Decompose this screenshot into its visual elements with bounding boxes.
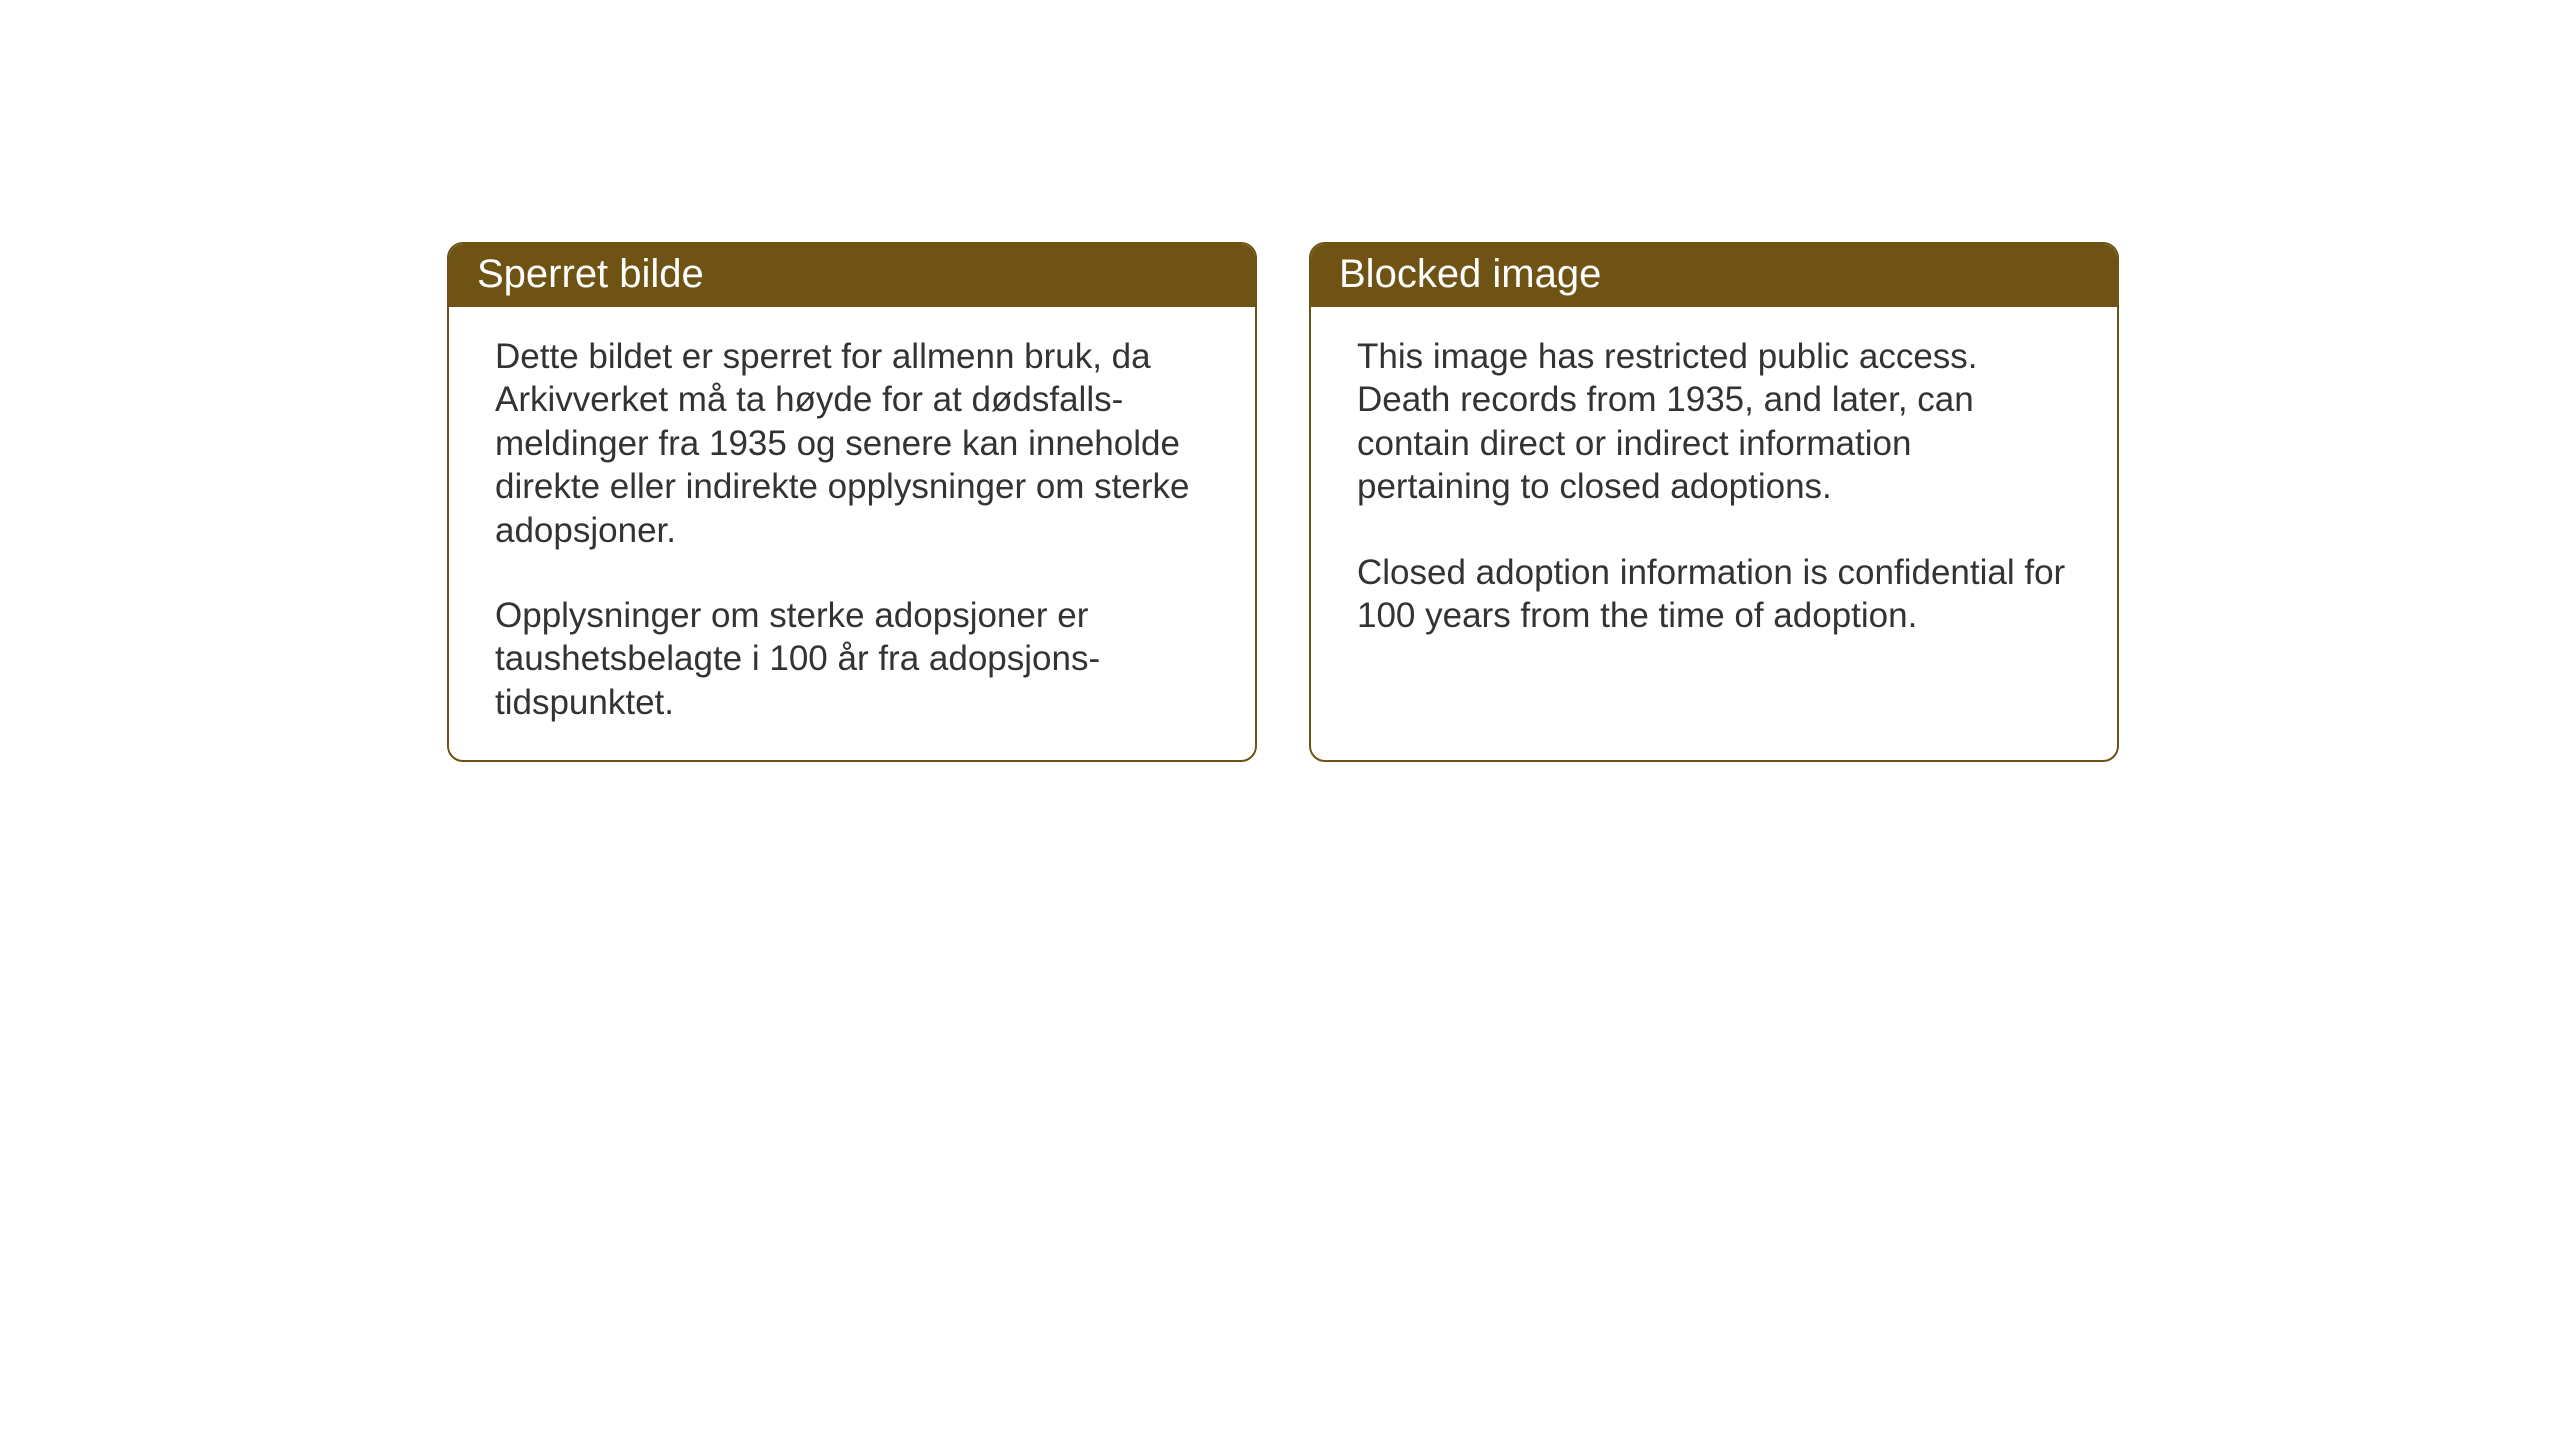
norwegian-card-title: Sperret bilde: [449, 244, 1255, 307]
english-card-body: This image has restricted public access.…: [1311, 307, 2117, 673]
norwegian-card-body: Dette bildet er sperret for allmenn bruk…: [449, 307, 1255, 760]
english-card-title: Blocked image: [1311, 244, 2117, 307]
norwegian-notice-card: Sperret bilde Dette bildet er sperret fo…: [447, 242, 1257, 762]
english-notice-card: Blocked image This image has restricted …: [1309, 242, 2119, 762]
english-paragraph-1: This image has restricted public access.…: [1357, 335, 2071, 509]
english-paragraph-2: Closed adoption information is confident…: [1357, 551, 2071, 638]
norwegian-paragraph-1: Dette bildet er sperret for allmenn bruk…: [495, 335, 1209, 552]
notice-container: Sperret bilde Dette bildet er sperret fo…: [447, 242, 2119, 762]
norwegian-paragraph-2: Opplysninger om sterke adopsjoner er tau…: [495, 594, 1209, 724]
